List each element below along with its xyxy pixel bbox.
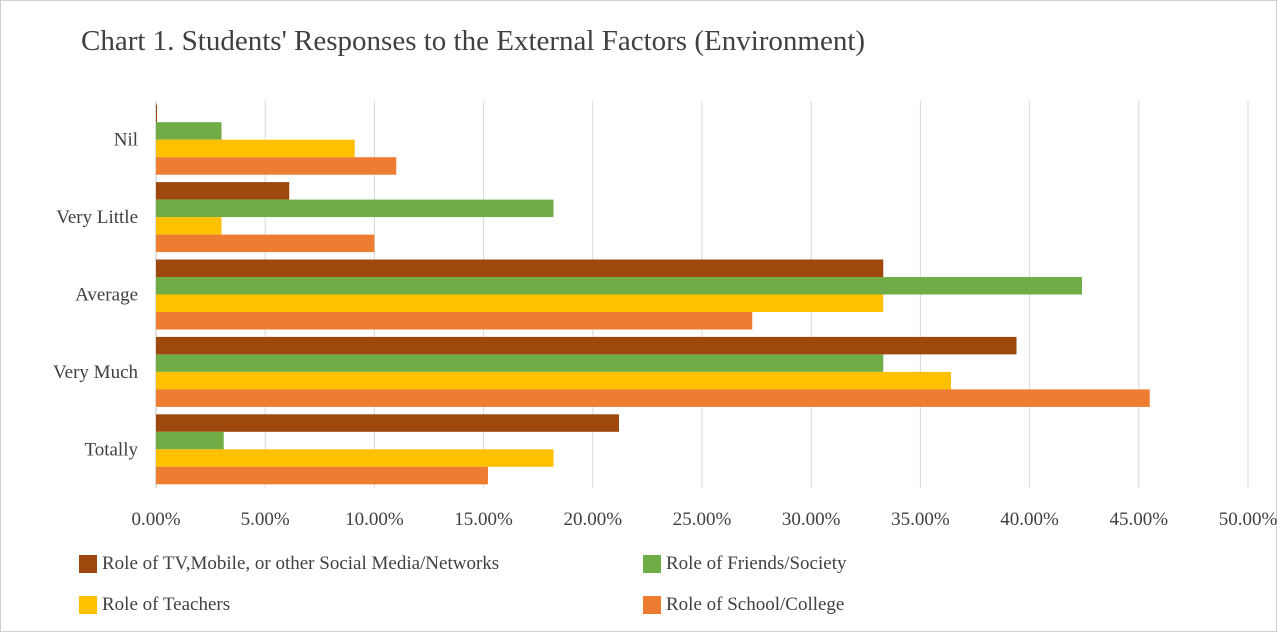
legend-item-teachers: Role of Teachers xyxy=(79,594,230,616)
category-label: Average xyxy=(75,285,138,306)
legend-swatch-school-college xyxy=(643,596,661,614)
bar-very-much-series-2 xyxy=(156,371,951,390)
bar-nil-series-2 xyxy=(156,139,355,158)
chart-title: Chart 1. Students' Responses to the Exte… xyxy=(81,25,866,57)
legend-label-teachers: Role of Teachers xyxy=(102,594,231,615)
bar-totally-series-3 xyxy=(156,466,488,485)
legend-item-school-college: Role of School/College xyxy=(643,594,844,616)
bar-totally-series-0 xyxy=(156,414,620,432)
x-tick-label: 35.00% xyxy=(891,509,950,530)
bar-average-series-1 xyxy=(156,277,1083,295)
bar-totally-series-2 xyxy=(156,449,554,467)
x-tick-label: 20.00% xyxy=(564,509,623,530)
x-tick-label: 50.00% xyxy=(1219,509,1277,530)
bar-nil-series-0 xyxy=(156,104,157,123)
category-label: Very Little xyxy=(56,207,138,228)
legend-item-friends-society: Role of Friends/Society xyxy=(643,553,846,575)
legend-swatch-teachers xyxy=(79,596,97,614)
x-tick-label: 0.00% xyxy=(131,509,180,530)
bar-very-little-series-3 xyxy=(156,234,375,253)
x-tick-label: 25.00% xyxy=(673,509,732,530)
category-label: Nil xyxy=(114,130,138,151)
legend-swatch-friends-society xyxy=(643,555,661,573)
x-tick-label: 45.00% xyxy=(1110,509,1169,530)
x-tick-label: 5.00% xyxy=(241,509,290,530)
bar-very-little-series-2 xyxy=(156,217,222,235)
bar-very-little-series-0 xyxy=(156,182,290,200)
bar-average-series-0 xyxy=(156,259,884,277)
x-tick-label: 40.00% xyxy=(1000,509,1059,530)
category-label: Totally xyxy=(84,439,138,460)
bar-average-series-3 xyxy=(156,312,753,330)
bar-very-little-series-1 xyxy=(156,199,554,218)
bar-totally-series-1 xyxy=(156,431,224,450)
legend-label-friends-society: Role of Friends/Society xyxy=(666,553,847,574)
bar-average-series-2 xyxy=(156,294,884,312)
bar-very-much-series-0 xyxy=(156,336,1017,355)
bar-nil-series-1 xyxy=(156,122,222,140)
x-tick-label: 30.00% xyxy=(782,509,841,530)
legend-item-tv-mobile: Role of TV,Mobile, or other Social Media… xyxy=(79,553,499,575)
bar-nil-series-3 xyxy=(156,157,397,175)
legend-label-tv-mobile: Role of TV,Mobile, or other Social Media… xyxy=(102,553,500,574)
bar-very-much-series-3 xyxy=(156,389,1150,407)
x-tick-label: 10.00% xyxy=(345,509,404,530)
legend-label-school-college: Role of School/College xyxy=(666,594,845,615)
x-tick-label: 15.00% xyxy=(454,509,513,530)
category-label: Very Much xyxy=(53,362,138,383)
bar-very-much-series-1 xyxy=(156,354,884,372)
legend-swatch-tv-mobile xyxy=(79,555,97,573)
